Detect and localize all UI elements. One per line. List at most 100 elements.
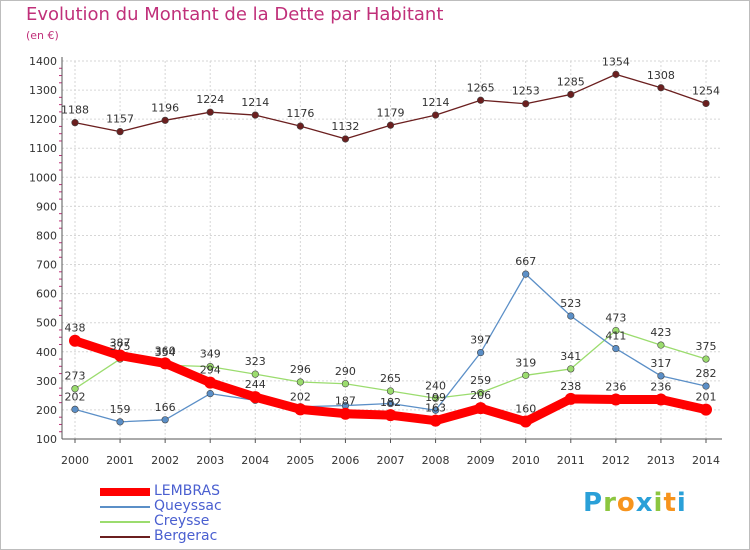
data-point-bergerac [612,70,620,78]
data-label-bergerac: 1224 [196,93,224,106]
x-tick-label: 2014 [692,454,720,467]
y-tick-label: 100 [36,433,57,446]
data-point-lembras [294,403,307,416]
data-point-queyssac [612,344,620,353]
data-point-lembras [474,402,487,415]
data-label-creysse: 375 [110,340,131,353]
data-label-creysse: 323 [245,355,266,368]
data-point-lembras [114,349,127,362]
data-point-queyssac [567,312,575,320]
legend-label-creysse: Creysse [154,513,210,529]
data-label-creysse: 319 [515,356,536,369]
data-point-creysse [386,387,395,395]
data-label-lembras: 201 [696,391,717,404]
data-point-queyssac [522,270,530,278]
data-label-bergerac: 1253 [512,85,540,98]
y-tick-label: 300 [36,375,57,388]
data-point-lembras [249,391,262,404]
y-tick-label: 1200 [29,113,57,126]
data-label-creysse: 375 [696,340,717,353]
data-point-lembras [654,393,667,406]
x-tick-label: 2013 [647,454,675,467]
data-label-bergerac: 1308 [647,69,675,82]
x-tick-label: 2009 [467,454,495,467]
logo-letter: P [583,488,604,518]
data-point-bergerac [296,122,304,130]
data-point-creysse [477,389,485,397]
data-point-creysse [657,341,665,349]
data-point-bergerac [386,121,395,129]
data-label-lembras: 182 [380,396,401,409]
data-point-queyssac [702,382,710,390]
data-point-lembras [519,415,532,428]
data-point-bergerac [341,135,350,143]
data-label-bergerac: 1214 [241,96,269,109]
data-label-creysse: 423 [650,326,671,339]
y-tick-label: 600 [36,288,57,301]
data-point-queyssac [386,399,395,408]
data-label-queyssac: 411 [605,330,626,343]
logo-letter: r [603,488,617,518]
data-point-bergerac [567,90,575,99]
data-label-creysse: 473 [605,312,626,325]
x-tick-label: 2007 [377,454,405,467]
data-point-creysse [567,365,575,373]
data-point-lembras [564,392,577,405]
logo-letter: i [653,488,664,518]
x-tick-label: 2000 [61,454,89,467]
data-label-bergerac: 1188 [61,104,89,117]
data-label-lembras: 238 [560,380,581,393]
data-label-creysse: 240 [425,379,446,392]
data-point-queyssac [657,372,665,380]
data-label-lembras: 294 [200,364,221,377]
y-tick-label: 900 [36,200,57,213]
data-label-lembras: 160 [515,403,536,416]
y-tick-label: 1400 [29,55,57,68]
data-label-lembras: 387 [110,337,131,350]
y-tick-label: 1300 [29,84,57,97]
x-tick-label: 2003 [196,454,224,467]
data-label-queyssac: 317 [650,357,671,370]
data-point-bergerac [702,99,710,108]
data-label-lembras: 206 [470,389,491,402]
data-label-lembras: 202 [290,390,311,403]
data-label-lembras: 187 [335,395,356,408]
chart-unit: (en €) [26,29,59,42]
data-point-lembras [384,409,397,422]
y-tick-label: 1100 [29,142,57,155]
data-label-bergerac: 1265 [467,81,495,94]
data-label-queyssac: 159 [110,403,131,416]
data-label-bergerac: 1354 [602,55,630,68]
data-point-queyssac [206,390,214,398]
data-point-queyssac [477,349,485,357]
data-label-lembras: 163 [425,402,446,415]
data-point-bergerac [161,116,169,124]
legend-label-bergerac: Bergerac [154,528,218,544]
legend-swatch-creysse [100,521,150,523]
data-label-lembras: 236 [605,380,626,393]
legend-label-lembras: LEMBRAS [154,483,220,499]
data-point-lembras [609,393,622,406]
data-label-bergerac: 1285 [557,75,585,88]
data-point-bergerac [522,100,530,108]
data-point-creysse [296,378,304,386]
data-point-queyssac [116,418,124,426]
data-point-queyssac [431,406,440,414]
y-tick-label: 1000 [29,171,57,184]
x-tick-label: 2001 [106,454,134,467]
logo-letter: o [616,488,636,518]
data-point-bergerac [251,111,259,119]
legend-label-queyssac: Queyssac [154,498,222,514]
x-tick-label: 2008 [422,454,450,467]
data-point-lembras [700,403,712,416]
x-tick-label: 2005 [286,454,314,467]
legend-swatch-bergerac [100,536,150,538]
data-label-creysse: 341 [560,350,581,363]
y-tick-label: 500 [36,317,57,330]
data-point-creysse [206,362,214,371]
data-point-creysse [71,385,79,393]
data-point-bergerac [657,84,665,92]
y-tick-label: 700 [36,259,57,272]
data-label-bergerac: 1132 [331,120,359,133]
